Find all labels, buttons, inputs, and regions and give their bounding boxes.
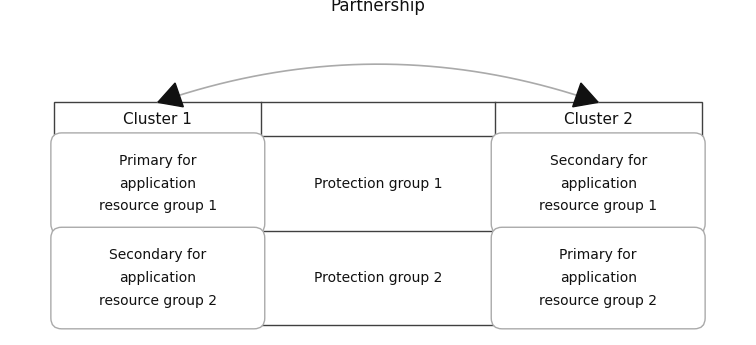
Text: Primary for
application
resource group 2: Primary for application resource group 2 [539,248,657,308]
Text: Secondary for
application
resource group 1: Secondary for application resource group… [539,154,657,214]
FancyBboxPatch shape [54,102,702,325]
FancyBboxPatch shape [51,227,265,329]
FancyBboxPatch shape [51,133,265,235]
Text: Secondary for
application
resource group 2: Secondary for application resource group… [99,248,217,308]
Text: Protection group 2: Protection group 2 [314,271,442,285]
Text: Cluster 2: Cluster 2 [564,112,633,127]
FancyBboxPatch shape [491,227,705,329]
Text: Protection group 1: Protection group 1 [314,177,442,191]
Polygon shape [158,83,184,107]
Text: Cluster 1: Cluster 1 [123,112,192,127]
Polygon shape [572,83,598,107]
Text: Partnership: Partnership [330,0,426,15]
Text: Primary for
application
resource group 1: Primary for application resource group 1 [99,154,217,214]
FancyBboxPatch shape [491,133,705,235]
